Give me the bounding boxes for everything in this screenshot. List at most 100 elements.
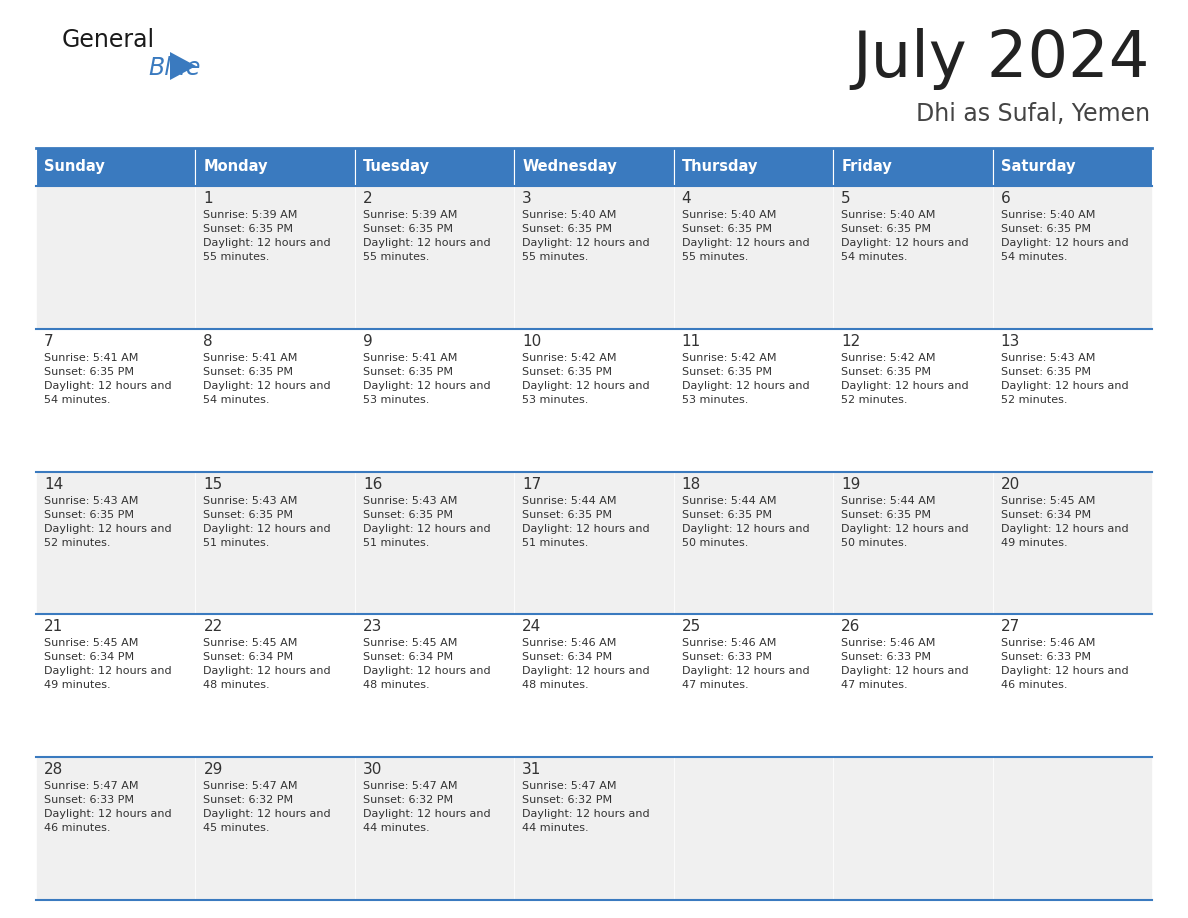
Text: Blue: Blue bbox=[148, 56, 201, 80]
Bar bbox=[992, 329, 1152, 472]
Text: Sunset: 6:35 PM: Sunset: 6:35 PM bbox=[841, 367, 931, 376]
Text: Daylight: 12 hours and: Daylight: 12 hours and bbox=[203, 666, 331, 677]
Text: 48 minutes.: 48 minutes. bbox=[523, 680, 589, 690]
Text: Sunset: 6:35 PM: Sunset: 6:35 PM bbox=[203, 224, 293, 234]
Text: Sunset: 6:33 PM: Sunset: 6:33 PM bbox=[44, 795, 134, 805]
Text: 21: 21 bbox=[44, 620, 63, 634]
Text: Sunrise: 5:44 AM: Sunrise: 5:44 AM bbox=[523, 496, 617, 506]
Text: Sunset: 6:35 PM: Sunset: 6:35 PM bbox=[523, 509, 612, 520]
Bar bbox=[514, 148, 674, 186]
Text: Daylight: 12 hours and: Daylight: 12 hours and bbox=[523, 809, 650, 819]
Text: 24: 24 bbox=[523, 620, 542, 634]
Text: 45 minutes.: 45 minutes. bbox=[203, 823, 270, 834]
Text: Daylight: 12 hours and: Daylight: 12 hours and bbox=[523, 666, 650, 677]
Text: Daylight: 12 hours and: Daylight: 12 hours and bbox=[523, 523, 650, 533]
Text: 14: 14 bbox=[44, 476, 63, 492]
Bar bbox=[36, 614, 196, 757]
Text: 53 minutes.: 53 minutes. bbox=[523, 395, 589, 405]
Text: 26: 26 bbox=[841, 620, 860, 634]
Text: Daylight: 12 hours and: Daylight: 12 hours and bbox=[44, 809, 171, 819]
Bar bbox=[36, 757, 196, 900]
Text: Sunset: 6:35 PM: Sunset: 6:35 PM bbox=[523, 224, 612, 234]
Text: 46 minutes.: 46 minutes. bbox=[44, 823, 110, 834]
Text: 8: 8 bbox=[203, 334, 213, 349]
Bar bbox=[355, 472, 514, 614]
Text: Sunrise: 5:40 AM: Sunrise: 5:40 AM bbox=[682, 210, 776, 220]
Text: Daylight: 12 hours and: Daylight: 12 hours and bbox=[362, 666, 491, 677]
Text: 18: 18 bbox=[682, 476, 701, 492]
Text: Sunrise: 5:45 AM: Sunrise: 5:45 AM bbox=[203, 638, 298, 648]
Text: Sunrise: 5:41 AM: Sunrise: 5:41 AM bbox=[362, 353, 457, 363]
Bar bbox=[674, 614, 833, 757]
Text: Sunrise: 5:43 AM: Sunrise: 5:43 AM bbox=[203, 496, 298, 506]
Text: Sunset: 6:35 PM: Sunset: 6:35 PM bbox=[362, 509, 453, 520]
Text: Sunrise: 5:39 AM: Sunrise: 5:39 AM bbox=[203, 210, 298, 220]
Bar bbox=[196, 329, 355, 472]
Text: Daylight: 12 hours and: Daylight: 12 hours and bbox=[841, 238, 968, 248]
Text: 22: 22 bbox=[203, 620, 222, 634]
Bar bbox=[36, 148, 196, 186]
Text: Sunrise: 5:45 AM: Sunrise: 5:45 AM bbox=[1000, 496, 1095, 506]
Text: 12: 12 bbox=[841, 334, 860, 349]
Text: Sunrise: 5:40 AM: Sunrise: 5:40 AM bbox=[1000, 210, 1095, 220]
Text: 54 minutes.: 54 minutes. bbox=[44, 395, 110, 405]
Text: Sunset: 6:35 PM: Sunset: 6:35 PM bbox=[362, 367, 453, 376]
Bar bbox=[992, 614, 1152, 757]
Text: Wednesday: Wednesday bbox=[523, 160, 617, 174]
Text: Sunrise: 5:39 AM: Sunrise: 5:39 AM bbox=[362, 210, 457, 220]
Bar bbox=[833, 472, 992, 614]
Text: 52 minutes.: 52 minutes. bbox=[841, 395, 908, 405]
Text: 23: 23 bbox=[362, 620, 383, 634]
Text: Friday: Friday bbox=[841, 160, 892, 174]
Text: 19: 19 bbox=[841, 476, 860, 492]
Text: Sunrise: 5:41 AM: Sunrise: 5:41 AM bbox=[44, 353, 138, 363]
Text: Daylight: 12 hours and: Daylight: 12 hours and bbox=[362, 238, 491, 248]
Bar bbox=[196, 186, 355, 329]
Bar bbox=[514, 329, 674, 472]
Text: Sunset: 6:35 PM: Sunset: 6:35 PM bbox=[203, 509, 293, 520]
Text: Daylight: 12 hours and: Daylight: 12 hours and bbox=[841, 523, 968, 533]
Bar bbox=[674, 757, 833, 900]
Text: 53 minutes.: 53 minutes. bbox=[682, 395, 748, 405]
Text: Sunrise: 5:42 AM: Sunrise: 5:42 AM bbox=[841, 353, 936, 363]
Text: Sunset: 6:35 PM: Sunset: 6:35 PM bbox=[841, 224, 931, 234]
Bar bbox=[355, 329, 514, 472]
Text: 9: 9 bbox=[362, 334, 373, 349]
Text: 47 minutes.: 47 minutes. bbox=[682, 680, 748, 690]
Text: 17: 17 bbox=[523, 476, 542, 492]
Text: Sunset: 6:32 PM: Sunset: 6:32 PM bbox=[203, 795, 293, 805]
Text: Sunrise: 5:40 AM: Sunrise: 5:40 AM bbox=[523, 210, 617, 220]
Text: Sunrise: 5:46 AM: Sunrise: 5:46 AM bbox=[523, 638, 617, 648]
Text: Sunrise: 5:43 AM: Sunrise: 5:43 AM bbox=[362, 496, 457, 506]
Text: Sunset: 6:34 PM: Sunset: 6:34 PM bbox=[362, 653, 453, 663]
Bar bbox=[833, 148, 992, 186]
Text: Daylight: 12 hours and: Daylight: 12 hours and bbox=[203, 238, 331, 248]
Text: 46 minutes.: 46 minutes. bbox=[1000, 680, 1067, 690]
Bar bbox=[674, 186, 833, 329]
Text: 54 minutes.: 54 minutes. bbox=[841, 252, 908, 262]
Text: 55 minutes.: 55 minutes. bbox=[682, 252, 748, 262]
Text: Sunset: 6:32 PM: Sunset: 6:32 PM bbox=[362, 795, 453, 805]
Text: Sunrise: 5:41 AM: Sunrise: 5:41 AM bbox=[203, 353, 298, 363]
Text: Daylight: 12 hours and: Daylight: 12 hours and bbox=[1000, 666, 1129, 677]
Text: Sunset: 6:35 PM: Sunset: 6:35 PM bbox=[1000, 224, 1091, 234]
Text: Sunset: 6:33 PM: Sunset: 6:33 PM bbox=[841, 653, 931, 663]
Text: Thursday: Thursday bbox=[682, 160, 758, 174]
Text: 13: 13 bbox=[1000, 334, 1020, 349]
Text: 28: 28 bbox=[44, 762, 63, 778]
Text: Sunrise: 5:43 AM: Sunrise: 5:43 AM bbox=[1000, 353, 1095, 363]
Text: 51 minutes.: 51 minutes. bbox=[523, 538, 589, 548]
Bar bbox=[36, 472, 196, 614]
Bar bbox=[355, 614, 514, 757]
Text: 50 minutes.: 50 minutes. bbox=[841, 538, 908, 548]
Bar bbox=[36, 186, 196, 329]
Text: 2: 2 bbox=[362, 191, 373, 206]
Text: 31: 31 bbox=[523, 762, 542, 778]
Text: Sunrise: 5:45 AM: Sunrise: 5:45 AM bbox=[362, 638, 457, 648]
Text: Dhi as Sufal, Yemen: Dhi as Sufal, Yemen bbox=[916, 102, 1150, 126]
Text: Sunrise: 5:46 AM: Sunrise: 5:46 AM bbox=[682, 638, 776, 648]
Text: Sunrise: 5:46 AM: Sunrise: 5:46 AM bbox=[1000, 638, 1095, 648]
Text: Daylight: 12 hours and: Daylight: 12 hours and bbox=[682, 238, 809, 248]
Text: 48 minutes.: 48 minutes. bbox=[362, 680, 430, 690]
Text: 11: 11 bbox=[682, 334, 701, 349]
